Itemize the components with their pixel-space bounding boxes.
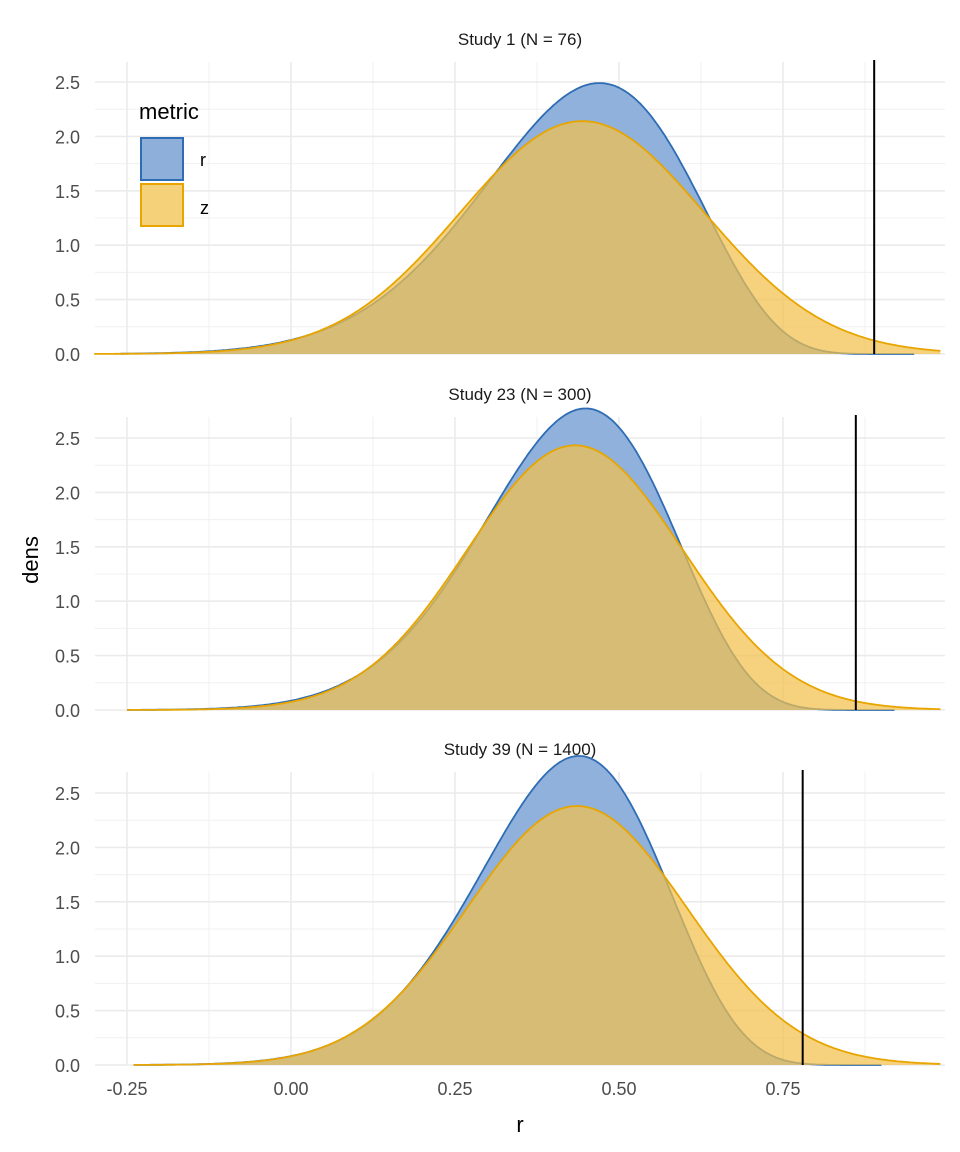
density-line-z xyxy=(133,805,941,1066)
y-tick-label: 2.5 xyxy=(55,73,80,93)
y-tick-label: 1.0 xyxy=(55,592,80,612)
density-line-z xyxy=(127,444,941,711)
y-tick-label: 1.5 xyxy=(55,538,80,558)
legend-title: metric xyxy=(139,99,199,124)
facet-strip-label: Study 23 (N = 300) xyxy=(448,385,591,404)
x-tick-label: 0.00 xyxy=(273,1079,308,1099)
y-tick-label: 0.0 xyxy=(55,345,80,365)
y-tick-label: 0.0 xyxy=(55,1056,80,1076)
facet-panel-2: Study 23 (N = 300) 0.0 0.5 1.0 1.5 2.0 2.5 xyxy=(55,385,945,721)
y-tick-label: 1.5 xyxy=(55,182,80,202)
density-area-z xyxy=(127,445,941,710)
y-tick-label: 0.5 xyxy=(55,647,80,667)
x-tick-label: 0.50 xyxy=(601,1079,636,1099)
legend: metric r z xyxy=(139,99,209,227)
facet-panel-3: Study 39 (N = 1400) 0.0 0.5 1.0 1.5 2.0 2.5 xyxy=(55,740,945,1076)
y-tick-label: 1.0 xyxy=(55,236,80,256)
y-tick-label: 0.5 xyxy=(55,291,80,311)
y-tick-label: 2.5 xyxy=(55,784,80,804)
legend-label-z: z xyxy=(200,198,209,218)
legend-key-z xyxy=(140,183,184,227)
facet-strip-label: Study 1 (N = 76) xyxy=(458,30,582,49)
density-area-z xyxy=(94,121,941,354)
facet-strip-label: Study 39 (N = 1400) xyxy=(444,740,597,759)
legend-label-r: r xyxy=(200,150,206,170)
x-tick-label: 0.25 xyxy=(437,1079,472,1099)
x-axis-title: r xyxy=(516,1112,523,1137)
y-tick-label: 2.5 xyxy=(55,429,80,449)
y-tick-label: 2.0 xyxy=(55,127,80,147)
y-tick-label: 1.0 xyxy=(55,947,80,967)
facet-panel-1: Study 1 (N = 76) 0.0 0.5 1.0 1.5 2.0 2.5 xyxy=(55,30,945,365)
y-tick-label: 2.0 xyxy=(55,838,80,858)
x-tick-label: -0.25 xyxy=(106,1079,147,1099)
y-tick-label: 2.0 xyxy=(55,483,80,503)
legend-key-r xyxy=(140,137,184,181)
density-line-z xyxy=(94,120,941,355)
y-tick-label: 0.0 xyxy=(55,701,80,721)
y-axis-title: dens xyxy=(18,536,43,584)
y-tick-label: 0.5 xyxy=(55,1002,80,1022)
density-area-z xyxy=(133,806,941,1065)
y-tick-label: 1.5 xyxy=(55,893,80,913)
x-tick-label: 0.75 xyxy=(765,1079,800,1099)
